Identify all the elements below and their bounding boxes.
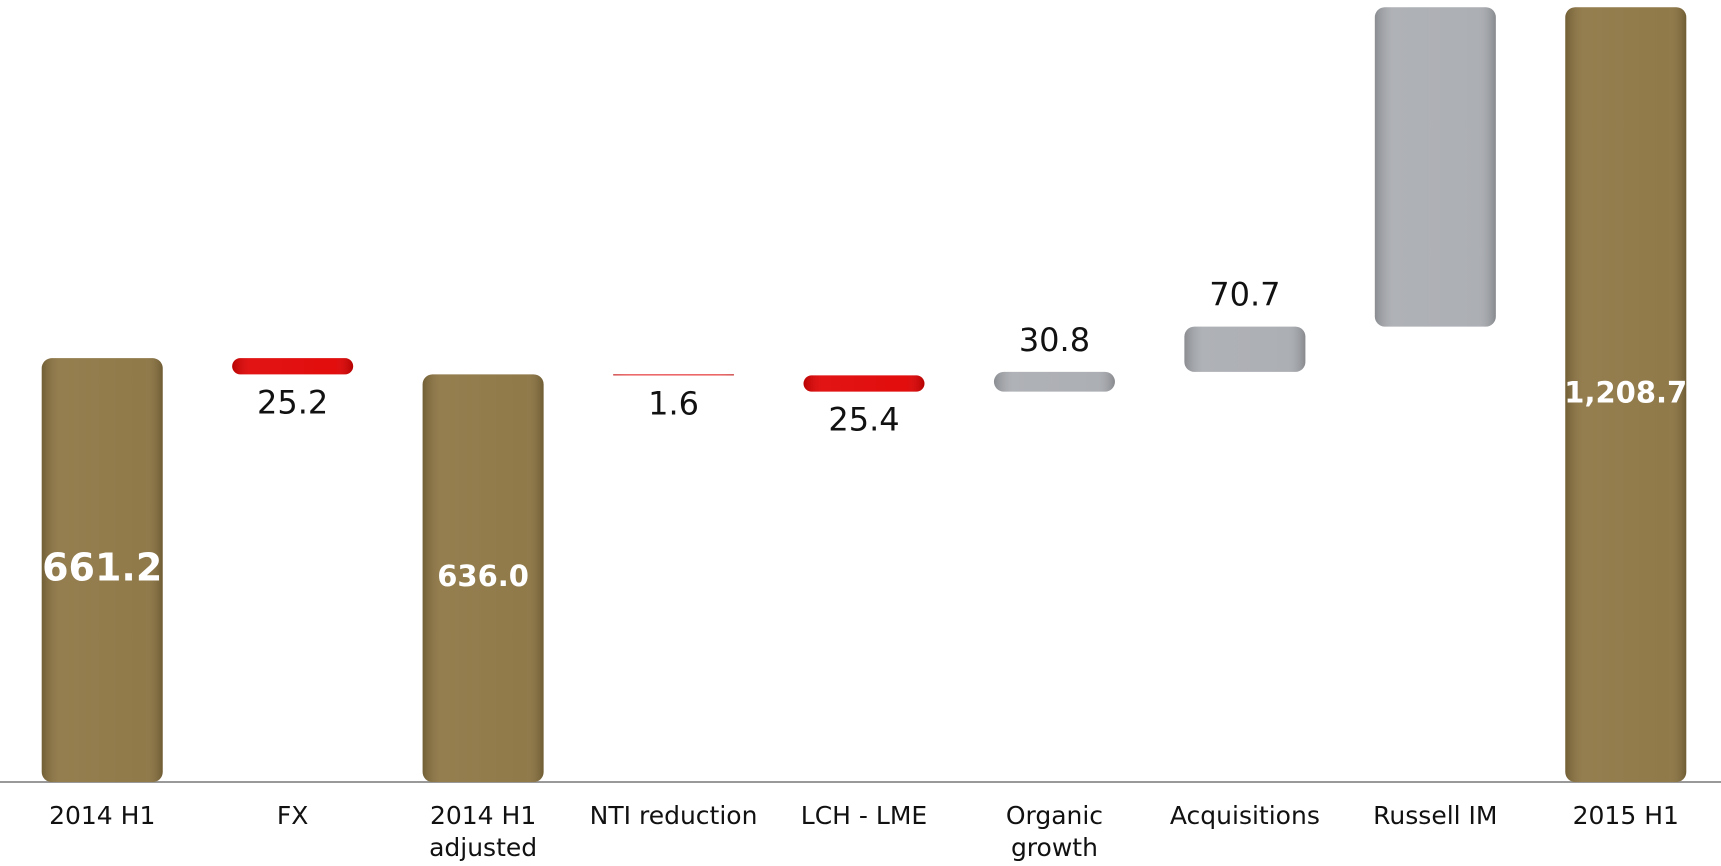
bar-shade [1565,7,1687,783]
bar-shade [41,358,163,782]
value-label: 1.6 [648,384,699,422]
value-label: 30.8 [1019,321,1090,359]
x-tick-label: Acquisitions [1169,801,1320,830]
x-tick-label: Russell IM [1373,801,1498,830]
bar-shade [422,374,544,782]
x-tick-label: NTI reduction [589,801,758,830]
x-tick-label: 2014 H1 [49,801,156,830]
x-tick-label: 2015 H1 [1572,801,1679,830]
bar-shade [1184,326,1306,372]
x-tick-label: Organic growth [1005,801,1104,862]
bar-shade [613,374,735,376]
x-tick-label: 2014 H1 adjusted [429,801,538,862]
value-label: 636.0 [437,559,529,593]
x-tick-label: LCH - LME [800,801,928,830]
bar-shade [232,358,354,375]
bar-shade [1374,7,1496,327]
value-label: 25.2 [257,383,328,421]
value-label: 1,208.7 [1564,376,1687,410]
bar-shade [993,371,1115,392]
value-label: 70.7 [1209,276,1280,314]
value-label: 661.2 [42,546,162,590]
value-label: 25.4 [828,401,899,439]
x-tick-label: FX [276,801,309,830]
bar-shade [803,375,925,392]
